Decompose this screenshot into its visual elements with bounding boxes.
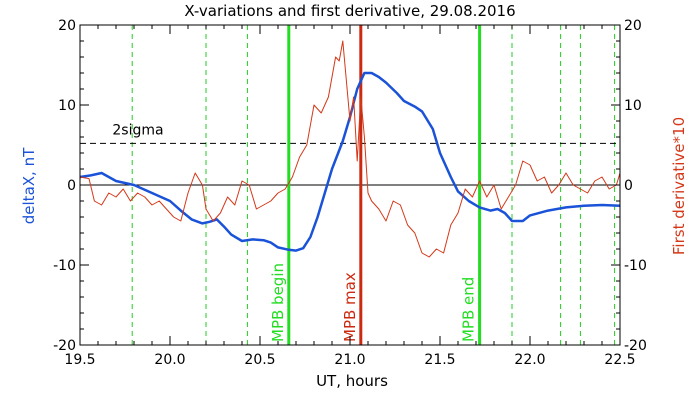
- deltax-series-line: [79, 71, 621, 252]
- y-tick-label-right: -20: [624, 338, 647, 354]
- x-tick-label: 22.5: [604, 352, 635, 368]
- plot-area: 2sigma MPB begin MPB max MPB end 19.5 20.0 20.…: [53, 18, 647, 368]
- x-tick-label: 19.5: [64, 352, 95, 368]
- y-tick-label-left: 20: [58, 18, 76, 34]
- x-tick-label: 20.5: [244, 352, 275, 368]
- y-tick-label-right: 0: [624, 178, 633, 194]
- x-tick-label: 21.0: [334, 352, 365, 368]
- y-tick-label-right: -10: [624, 258, 647, 274]
- mpb-begin-label: MPB begin: [269, 263, 287, 342]
- y-tick-label-right: 10: [624, 98, 642, 114]
- mpb-max-label: MPB max: [341, 272, 359, 342]
- y-axis-label-right: First derivative*10: [670, 117, 688, 255]
- chart-title: X-variations and first derivative, 29.08…: [184, 2, 515, 20]
- y-tick-label-left: -20: [53, 338, 76, 354]
- y-tick-label-right: 20: [624, 18, 642, 34]
- mpb-end-label: MPB end: [460, 277, 478, 342]
- y-tick-label-left: 0: [67, 178, 76, 194]
- y-axis-label-left: deltaX, nT: [20, 147, 38, 224]
- x-tick-label: 22.0: [514, 352, 545, 368]
- y-tick-label-left: 10: [58, 98, 76, 114]
- x-tick-label: 21.5: [424, 352, 455, 368]
- sigma-label: 2sigma: [112, 122, 163, 138]
- x-tick-label: 20.0: [154, 352, 185, 368]
- x-axis-label: UT, hours: [316, 372, 388, 390]
- y-tick-label-left: -10: [53, 258, 76, 274]
- derivative-series-line: [79, 40, 621, 258]
